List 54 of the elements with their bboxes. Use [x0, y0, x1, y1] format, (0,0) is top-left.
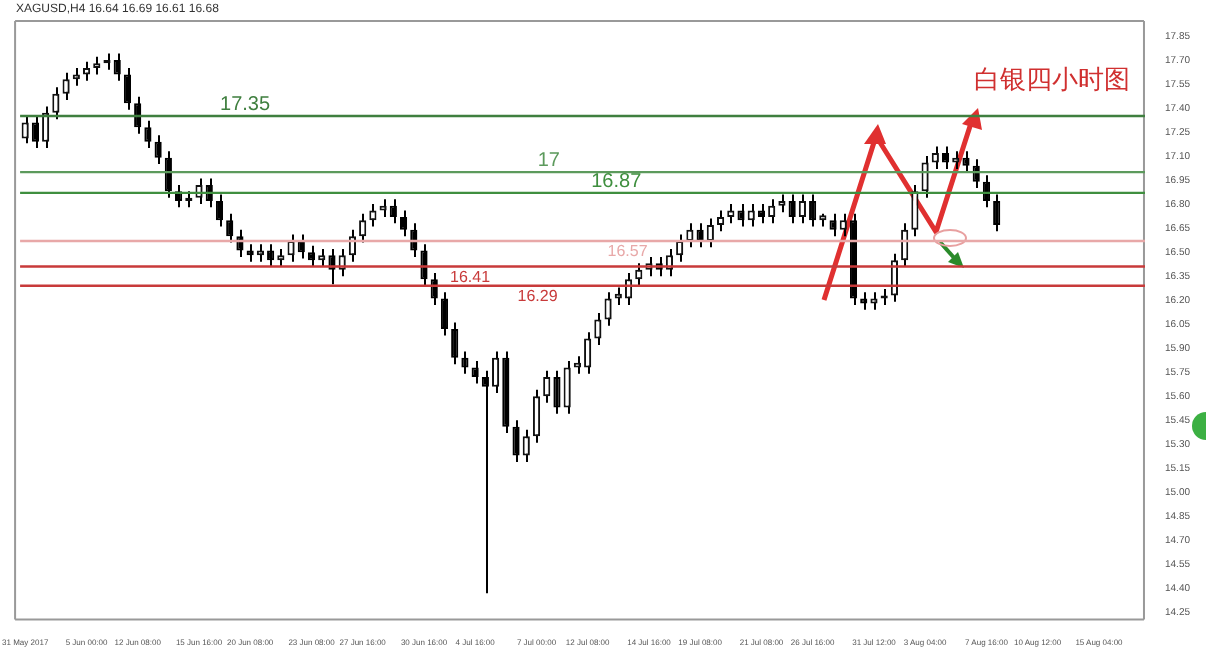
candlestick	[584, 331, 592, 375]
candlestick	[62, 71, 70, 102]
candlestick	[215, 193, 224, 228]
candlestick	[829, 212, 837, 238]
candlestick	[399, 209, 408, 238]
candlestick	[532, 388, 541, 444]
candlestick	[123, 67, 132, 111]
ref-line-label: 16.29	[517, 287, 559, 306]
ref-line-label: 16.57	[607, 242, 649, 261]
candlestick	[563, 360, 571, 415]
candlestick	[696, 222, 704, 249]
candlestick	[451, 321, 459, 366]
candlestick	[768, 198, 776, 225]
candlestick	[144, 119, 152, 150]
candlestick	[788, 193, 796, 225]
candlestick	[717, 209, 725, 233]
ref-line-label: 17	[537, 150, 561, 173]
candlestick	[676, 233, 684, 263]
candlestick	[297, 233, 305, 260]
candlestick	[461, 350, 469, 375]
candlestick	[471, 360, 479, 385]
candlestick	[543, 369, 551, 404]
annotation: 白银四小时图	[974, 64, 1130, 98]
candlestick	[52, 86, 60, 121]
ref-line-label: 16.87	[591, 170, 643, 193]
candlestick	[420, 243, 428, 287]
candlestick	[512, 419, 520, 463]
candlestick	[307, 244, 316, 268]
candlestick	[993, 193, 1001, 233]
candlestick	[553, 369, 561, 415]
candlestick	[522, 428, 530, 463]
candlestick	[440, 291, 449, 337]
candlestick	[686, 222, 694, 249]
candlestick	[154, 134, 162, 166]
candlestick	[911, 183, 919, 238]
candlestick	[226, 212, 234, 244]
candlestick	[481, 369, 489, 595]
candlestick	[359, 212, 367, 244]
candlestick	[706, 217, 714, 249]
candlestick	[594, 312, 602, 347]
candlestick	[839, 212, 847, 238]
candlestick	[809, 193, 817, 228]
candlestick	[21, 115, 29, 145]
candlestick	[798, 193, 806, 225]
candlestick	[737, 203, 745, 228]
candlestick	[113, 52, 121, 82]
ref-line-label: 17.35	[220, 94, 271, 117]
candlestick	[389, 198, 397, 225]
candlestick	[31, 115, 40, 150]
candlestick	[287, 233, 295, 263]
candlestick	[492, 350, 500, 395]
candlestick	[962, 150, 970, 174]
candlestick	[604, 291, 612, 327]
ref-line-label: 16.41	[450, 267, 492, 286]
